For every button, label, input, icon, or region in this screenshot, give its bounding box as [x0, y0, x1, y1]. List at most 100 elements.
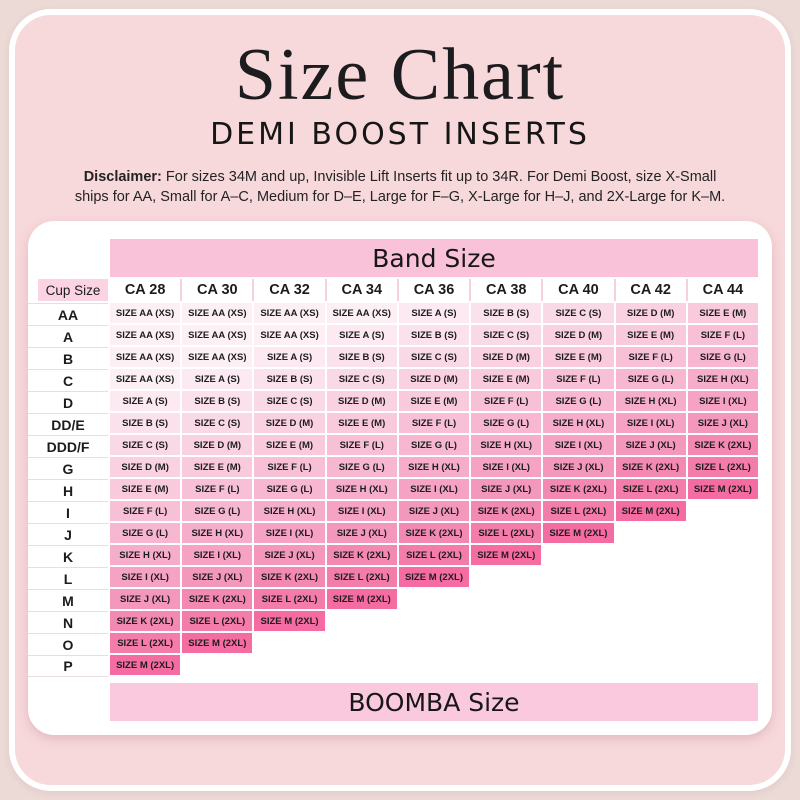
size-cell: SIZE E (M) [543, 347, 614, 367]
size-cell: SIZE C (S) [110, 435, 181, 455]
cup-row-label: H [28, 479, 108, 501]
size-cell: SIZE L (2XL) [254, 589, 325, 609]
size-cell: SIZE A (S) [110, 391, 181, 411]
size-cell: SIZE J (XL) [615, 435, 686, 455]
size-cell: SIZE H (XL) [471, 435, 542, 455]
size-cell: SIZE AA (XS) [110, 347, 181, 367]
size-cell: SIZE L (2XL) [615, 479, 686, 499]
size-cell: SIZE J (XL) [254, 545, 325, 565]
size-cell: SIZE D (M) [326, 391, 397, 411]
size-cell: SIZE M (2XL) [471, 545, 542, 565]
size-cell: SIZE J (XL) [182, 567, 253, 587]
size-cell: SIZE E (M) [182, 457, 253, 477]
size-cell: SIZE M (2XL) [398, 567, 470, 587]
size-cell: SIZE I (XL) [326, 501, 397, 521]
size-cell: SIZE E (M) [326, 413, 397, 433]
size-cell: SIZE I (XL) [471, 457, 542, 477]
cup-row-label: O [28, 633, 108, 655]
disclaimer-line-2: ships for AA, Small for A–C, Medium for … [74, 188, 726, 205]
size-cell: SIZE C (S) [471, 325, 542, 345]
size-cell: SIZE J (XL) [326, 523, 397, 543]
cup-row-label: I [28, 501, 108, 523]
size-cell: SIZE M (2XL) [615, 501, 686, 521]
size-cell: SIZE K (2XL) [615, 457, 686, 477]
size-cell: SIZE G (L) [615, 369, 686, 389]
size-cell: SIZE H (XL) [615, 391, 686, 411]
band-column-header: CA 44 [687, 279, 758, 301]
size-cell: SIZE K (2XL) [687, 435, 758, 455]
cup-row-label: P [28, 655, 108, 677]
size-cell: SIZE G (L) [543, 391, 614, 411]
size-cell: SIZE D (M) [471, 347, 542, 367]
size-cell: SIZE J (XL) [687, 413, 758, 433]
cup-row-label: DD/E [28, 413, 108, 435]
size-cell: SIZE L (2XL) [326, 567, 397, 587]
size-cell: SIZE B (S) [110, 413, 181, 433]
size-cell: SIZE L (2XL) [471, 523, 542, 543]
size-cell: SIZE M (2XL) [254, 611, 325, 631]
size-cell: SIZE C (S) [543, 303, 614, 323]
size-cell: SIZE H (XL) [110, 545, 181, 565]
size-cell: SIZE E (M) [398, 391, 470, 411]
size-cell: SIZE AA (XS) [110, 325, 181, 345]
size-cell: SIZE I (XL) [687, 391, 758, 411]
size-cell: SIZE AA (XS) [182, 325, 253, 345]
size-cell: SIZE M (2XL) [326, 589, 397, 609]
size-cell: SIZE C (S) [254, 391, 325, 411]
size-cell: SIZE K (2XL) [110, 611, 181, 631]
size-cell: SIZE I (XL) [110, 567, 181, 587]
band-column-header: CA 38 [471, 279, 542, 301]
band-column-header: CA 32 [254, 279, 325, 301]
size-cell: SIZE A (S) [326, 325, 397, 345]
size-cell: SIZE G (L) [471, 413, 542, 433]
band-column-header: CA 40 [543, 279, 614, 301]
size-cell: SIZE AA (XS) [326, 303, 397, 323]
size-cell: SIZE L (2XL) [687, 457, 758, 477]
size-cell: SIZE AA (XS) [110, 303, 181, 323]
disclaimer-line-1: Disclaimer: For sizes 34M and up, Invisi… [55, 168, 745, 188]
size-cell: SIZE H (XL) [254, 501, 325, 521]
size-cell: SIZE K (2XL) [398, 523, 470, 543]
size-cell: SIZE A (S) [182, 369, 253, 389]
size-cell: SIZE D (M) [182, 435, 253, 455]
band-column-header: CA 30 [182, 279, 253, 301]
size-cell: SIZE L (2XL) [182, 611, 253, 631]
size-cell: SIZE J (XL) [543, 457, 614, 477]
size-cell: SIZE F (L) [615, 347, 686, 367]
size-cell: SIZE F (L) [110, 501, 181, 521]
size-cell: SIZE F (L) [543, 369, 614, 389]
size-cell: SIZE H (XL) [687, 369, 758, 389]
size-cell: SIZE M (2XL) [687, 479, 758, 499]
size-cell: SIZE F (L) [182, 479, 253, 499]
disclaimer-line-1-text: For sizes 34M and up, Invisible Lift Ins… [165, 169, 717, 185]
size-cell: SIZE B (S) [326, 347, 397, 367]
size-cell: SIZE I (XL) [254, 523, 325, 543]
cup-row-label: N [28, 611, 108, 633]
size-cell: SIZE E (M) [471, 369, 542, 389]
cup-row-label: C [28, 369, 108, 391]
size-cell: SIZE K (2XL) [182, 589, 253, 609]
size-cell: SIZE D (M) [254, 413, 325, 433]
size-cell: SIZE B (S) [254, 369, 325, 389]
size-cell: SIZE I (XL) [615, 413, 686, 433]
size-cell: SIZE E (M) [110, 479, 181, 499]
size-cell: SIZE E (M) [615, 325, 686, 345]
size-cell: SIZE D (M) [543, 325, 614, 345]
size-cell: SIZE F (L) [326, 435, 397, 455]
size-cell: SIZE B (S) [471, 303, 542, 323]
size-cell: SIZE I (XL) [398, 479, 470, 499]
cup-row-label: D [28, 391, 108, 413]
cup-row-label: M [28, 589, 108, 611]
size-cell: SIZE D (M) [398, 369, 470, 389]
size-cell: SIZE L (2XL) [110, 633, 181, 653]
size-cell: SIZE J (XL) [398, 501, 470, 521]
band-column-header: CA 36 [398, 279, 470, 301]
size-cell: SIZE L (2XL) [543, 501, 614, 521]
size-cell: SIZE F (L) [471, 391, 542, 411]
size-cell: SIZE M (2XL) [543, 523, 614, 543]
size-cell: SIZE A (S) [398, 303, 470, 323]
cup-row-label: G [28, 457, 108, 479]
page-subtitle: DEMI BOOST INSERTS [210, 117, 590, 152]
size-cell: SIZE F (L) [687, 325, 758, 345]
size-cell: SIZE M (2XL) [110, 655, 181, 675]
